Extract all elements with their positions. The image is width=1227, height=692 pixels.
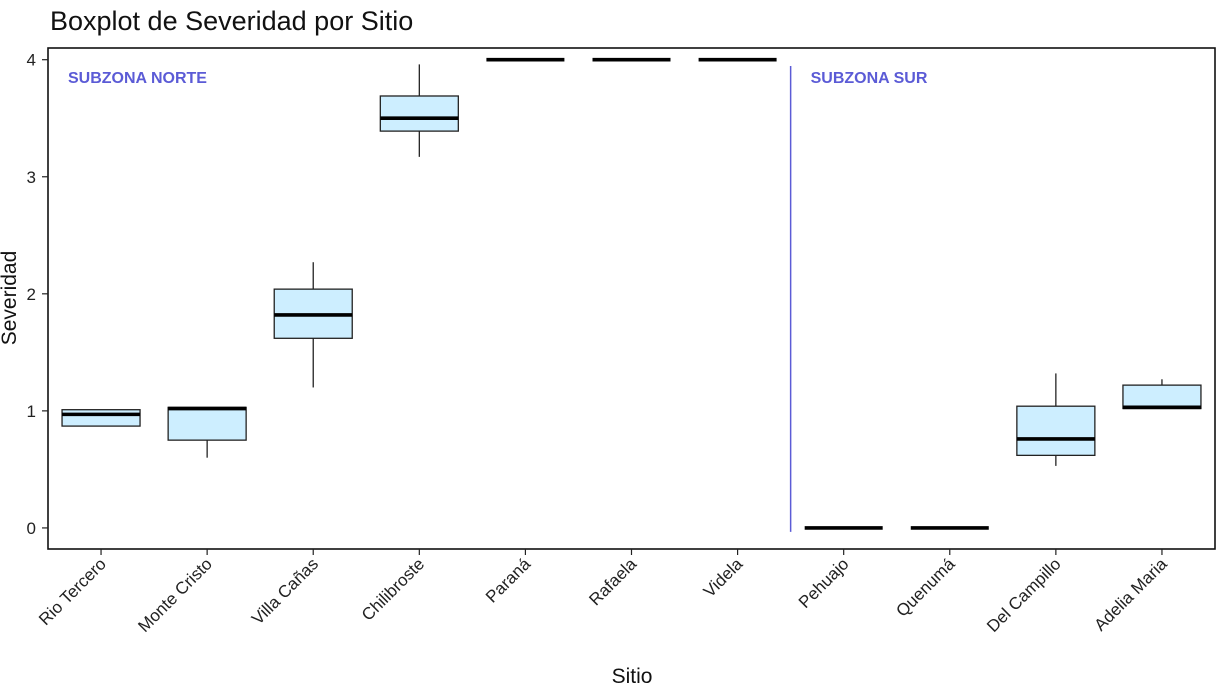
box-iqr [167, 406, 247, 441]
x-tick-label: Quenumá [892, 554, 959, 621]
x-axis: Rio Tercero Monte Cristo Villa Cañas Chilib… [35, 549, 1171, 636]
x-tick-label: Adelia Maria [1091, 554, 1172, 635]
box-3 [273, 262, 353, 388]
zone-label: SUBZONA SUR [811, 70, 928, 87]
x-tick-label: Monte Cristo [134, 554, 216, 636]
box-2 [167, 406, 247, 458]
y-axis: 0 1 2 3 4 [27, 51, 48, 538]
chart-title: Boxplot de Severidad por Sitio [50, 6, 414, 36]
x-tick-label: Villa Cañas [248, 554, 322, 628]
box-iqr [61, 409, 141, 427]
plot-panel [47, 47, 1216, 550]
box-11 [1122, 379, 1202, 410]
x-tick-label: Videla [700, 554, 747, 601]
box-4 [379, 64, 459, 157]
box-10 [1016, 373, 1096, 466]
box-iqr [379, 95, 459, 132]
zone-label: SUBZONA NORTE [68, 70, 207, 87]
box-series [61, 57, 1202, 530]
x-axis-title: Sitio [612, 665, 653, 688]
y-tick-label: 1 [27, 402, 36, 421]
y-tick-label: 4 [27, 51, 36, 70]
y-tick-label: 3 [27, 168, 36, 187]
y-tick-label: 0 [27, 519, 36, 538]
x-tick-label: Rafaela [585, 554, 640, 609]
x-tick-label: Del Campillo [983, 554, 1065, 636]
y-axis-title: Severidad [0, 251, 21, 346]
zone-annotations: SUBZONA NORTE SUBZONA SUR [68, 70, 928, 87]
box-iqr [1122, 384, 1202, 410]
y-tick-label: 2 [27, 285, 36, 304]
x-tick-label: Rio Tercero [35, 554, 110, 629]
box-1 [61, 409, 141, 427]
x-tick-label: Pehuajo [795, 554, 853, 612]
x-tick-label: Paraná [482, 554, 535, 607]
box-iqr [1016, 405, 1096, 457]
x-tick-label: Chilibroste [358, 554, 428, 624]
